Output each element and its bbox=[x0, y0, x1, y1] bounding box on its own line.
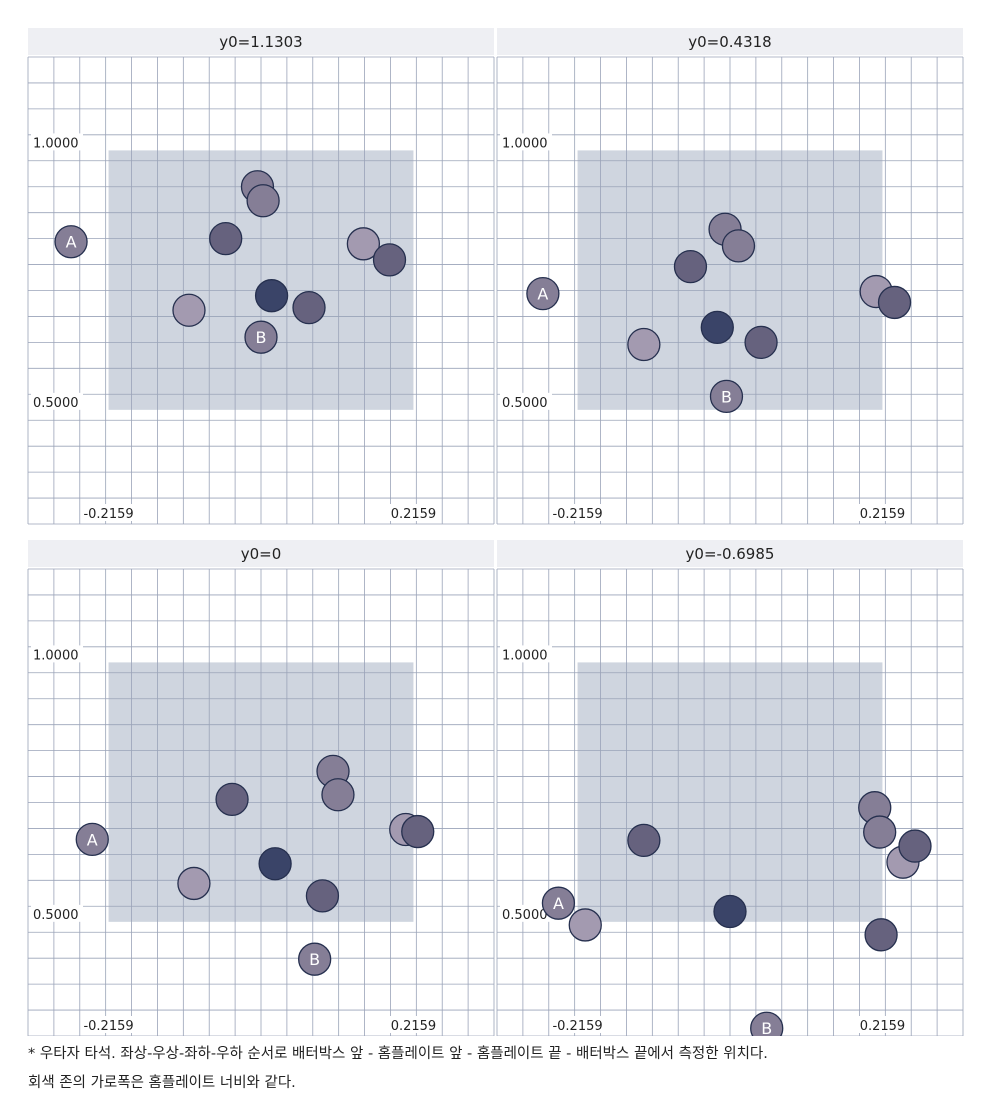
pitch-point bbox=[292, 290, 326, 325]
pitch-point bbox=[627, 823, 661, 858]
pitch-point bbox=[209, 221, 243, 256]
pitch-point-label: A bbox=[66, 233, 77, 252]
panel-3: y0=0 1.0000 0.5000 -0.2159 0.2159 A B bbox=[27, 540, 495, 1036]
pitch-point-label: A bbox=[87, 830, 98, 849]
panel-header bbox=[28, 28, 494, 55]
pitch-point bbox=[258, 847, 292, 881]
x-tick-label-bg bbox=[856, 1016, 909, 1033]
pitch-point-a bbox=[541, 886, 576, 920]
x-tick-label: -0.2159 bbox=[552, 507, 602, 522]
y-tick-label: 0.5000 bbox=[502, 908, 548, 923]
y-tick-label-bg bbox=[31, 133, 83, 151]
x-tick-label-bg bbox=[82, 504, 135, 521]
y-tick-label-bg bbox=[500, 133, 552, 151]
x-tick-label: 0.2159 bbox=[860, 1019, 906, 1034]
x-tick-label: -0.2159 bbox=[83, 507, 133, 522]
pitch-point bbox=[254, 279, 289, 313]
x-tick-label-bg bbox=[82, 1016, 135, 1033]
x-tick-label-bg bbox=[387, 504, 440, 521]
pitch-point bbox=[864, 918, 898, 952]
pitch-point bbox=[305, 879, 340, 913]
panel-title: y0=1.1303 bbox=[219, 33, 302, 51]
pitch-point bbox=[215, 782, 249, 817]
pitch-point bbox=[877, 285, 912, 320]
pitch-point-label: B bbox=[256, 328, 267, 347]
panel-title: y0=0.4318 bbox=[688, 33, 771, 51]
x-tick-label-bg bbox=[856, 504, 909, 521]
pitch-point bbox=[673, 249, 708, 284]
y-tick-label: 1.0000 bbox=[33, 136, 79, 151]
pitch-point bbox=[700, 310, 734, 344]
y-tick-label: 1.0000 bbox=[33, 648, 79, 663]
pitch-point bbox=[321, 778, 355, 812]
y-tick-label-bg bbox=[31, 904, 83, 922]
figure-caption: * 우타자 타석. 좌상-우상-좌하-우하 순서로 배터박스 앞 - 홈플레이트… bbox=[28, 1040, 988, 1098]
panel-2: y0=0.4318 1.0000 0.5000 -0.2159 0.2159 A B bbox=[496, 28, 964, 525]
pitch-point bbox=[372, 243, 407, 277]
pitch-point-b bbox=[750, 1011, 784, 1036]
pitch-point bbox=[401, 814, 435, 849]
y-tick-label: 1.0000 bbox=[502, 648, 548, 663]
x-tick-label: 0.2159 bbox=[391, 507, 437, 522]
y-tick-label-bg bbox=[500, 904, 552, 922]
y-tick-label-bg bbox=[500, 392, 552, 410]
pitch-point bbox=[627, 327, 661, 362]
panel-4: y0=-0.6985 1.0000 0.5000 -0.2159 0.2159 A B bbox=[496, 540, 964, 1036]
x-tick-label-bg bbox=[551, 504, 604, 521]
y-tick-label: 0.5000 bbox=[33, 396, 79, 411]
pitch-point bbox=[744, 325, 778, 360]
pitch-point bbox=[246, 184, 280, 218]
panel-header bbox=[497, 28, 963, 55]
y-tick-label-bg bbox=[31, 645, 83, 663]
panel-header bbox=[497, 540, 963, 567]
x-tick-label: 0.2159 bbox=[860, 507, 906, 522]
pitch-point bbox=[568, 908, 602, 942]
pitch-point-b bbox=[298, 942, 332, 976]
caption-line-2: 회색 존의 가로폭은 홈플레이트 너비와 같다. bbox=[28, 1075, 296, 1091]
y-tick-label: 0.5000 bbox=[33, 908, 79, 923]
pitch-point-a bbox=[526, 276, 560, 311]
pitch-point-b bbox=[709, 379, 744, 414]
x-tick-label-bg bbox=[551, 1016, 604, 1033]
pitch-point bbox=[177, 866, 211, 901]
x-tick-label: -0.2159 bbox=[552, 1019, 602, 1034]
pitch-point-a bbox=[54, 225, 88, 259]
pitch-point-label: B bbox=[761, 1019, 772, 1036]
caption-line-1: * 우타자 타석. 좌상-우상-좌하-우하 순서로 배터박스 앞 - 홈플레이트… bbox=[28, 1046, 768, 1062]
panel-title: y0=0 bbox=[241, 545, 282, 563]
y-tick-label-bg bbox=[31, 392, 83, 410]
pitch-point bbox=[721, 229, 756, 263]
pitch-point-b bbox=[244, 320, 278, 354]
pitch-point bbox=[346, 227, 381, 261]
x-tick-label-bg bbox=[387, 1016, 440, 1033]
pitch-point-a bbox=[75, 822, 109, 856]
pitch-point bbox=[172, 293, 206, 327]
y-tick-label: 1.0000 bbox=[502, 136, 548, 151]
pitch-point-label: A bbox=[553, 894, 564, 913]
pitch-location-figure: y0=1.1303 1.0000 0.5000 -0.2159 0.2159 A By0=0… bbox=[27, 28, 964, 1036]
pitch-point bbox=[898, 829, 932, 863]
x-tick-label: -0.2159 bbox=[83, 1019, 133, 1034]
panel-header bbox=[28, 540, 494, 567]
pitch-point bbox=[863, 815, 897, 849]
pitch-point-label: B bbox=[309, 950, 320, 969]
x-tick-label: 0.2159 bbox=[391, 1019, 437, 1034]
pitch-point-label: B bbox=[721, 387, 732, 406]
panel-1: y0=1.1303 1.0000 0.5000 -0.2159 0.2159 A B bbox=[27, 28, 495, 525]
pitch-point bbox=[713, 894, 747, 929]
y-tick-label: 0.5000 bbox=[502, 396, 548, 411]
y-tick-label-bg bbox=[500, 645, 552, 663]
panel-title: y0=-0.6985 bbox=[686, 545, 775, 563]
pitch-point-label: A bbox=[537, 285, 548, 304]
